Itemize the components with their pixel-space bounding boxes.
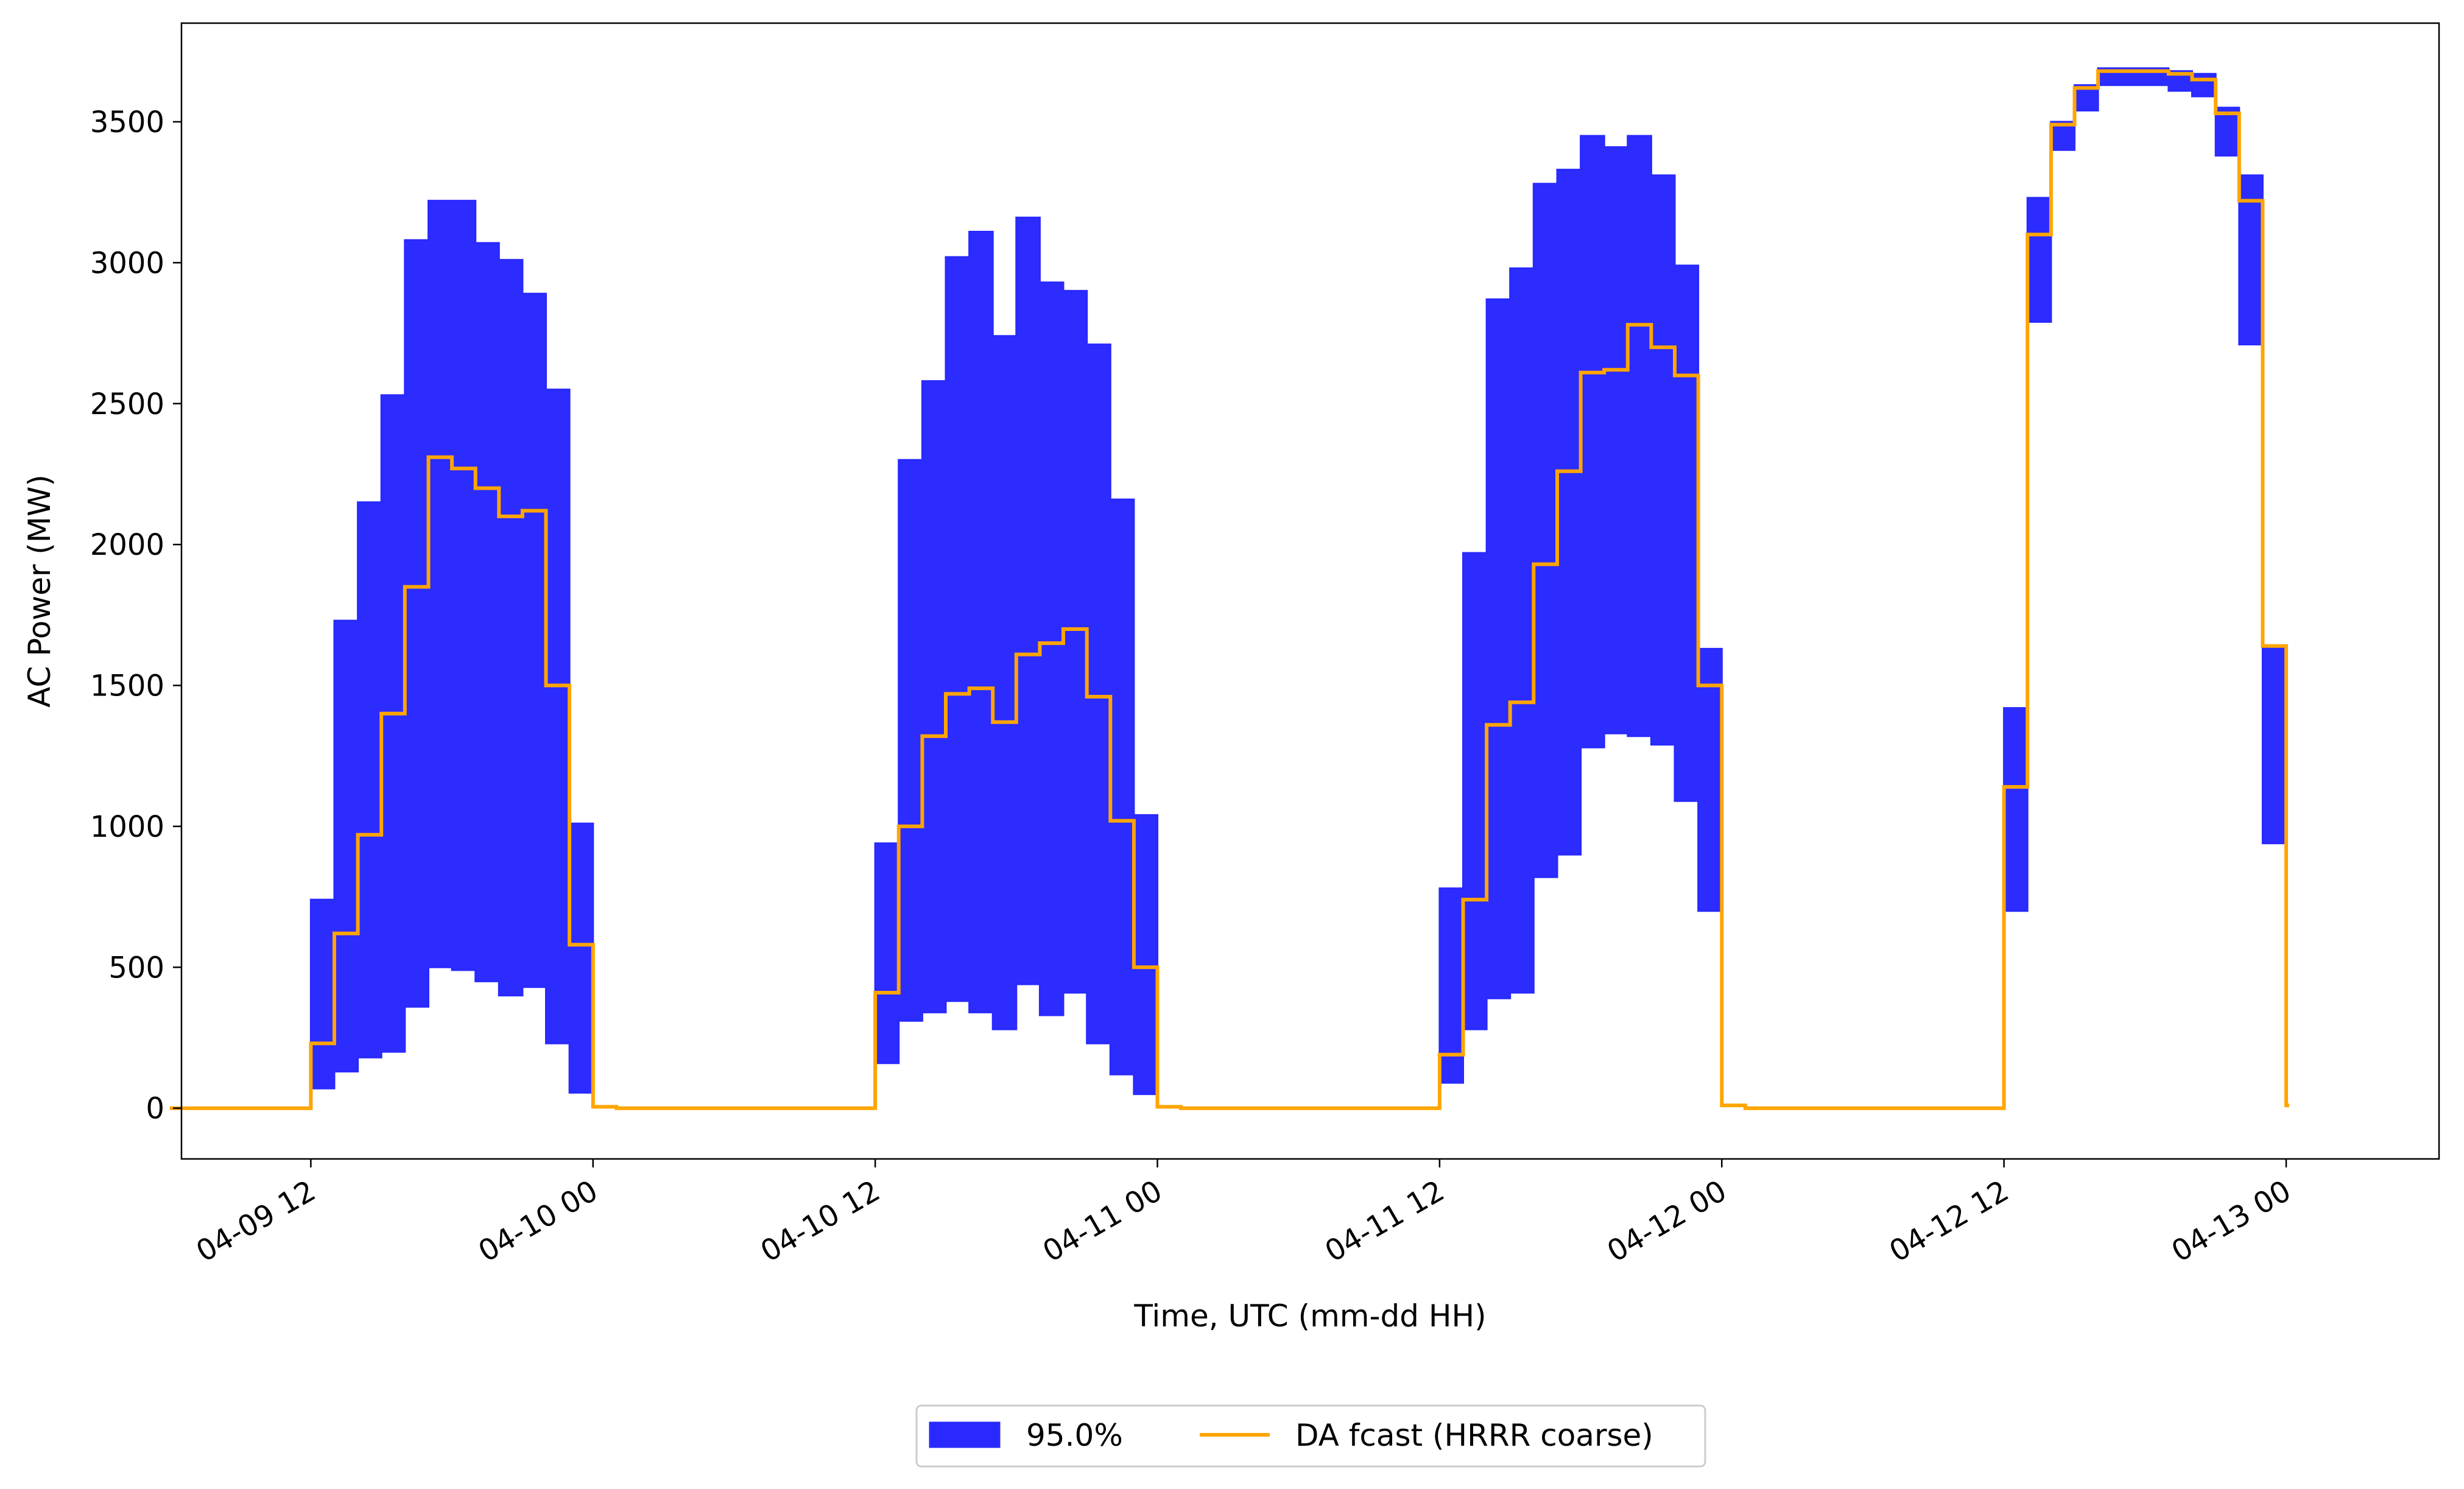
- y-axis-title: AC Power (MW): [22, 474, 57, 708]
- x-tick-label: 04-13 00: [2166, 1174, 2297, 1269]
- interval-band-day-1: [309, 200, 594, 1094]
- x-axis: 04-09 12 04-10 00 04-10 12 04-11 00 04-11 12…: [191, 1159, 2297, 1269]
- y-tick-label: 500: [108, 951, 164, 985]
- y-tick-label: 1500: [90, 669, 164, 703]
- y-tick-label: 2000: [90, 528, 164, 562]
- legend-label-interval: 95.0%: [1026, 1418, 1123, 1453]
- y-tick-label: 1000: [90, 810, 164, 844]
- interval-band-day-4: [2003, 67, 2287, 912]
- legend: 95.0% DA fcast (HRRR coarse): [915, 1404, 1706, 1468]
- plot-frame: [180, 22, 2440, 1160]
- interval-band-layer: [309, 67, 2287, 1096]
- x-axis-title: Time, UTC (mm-dd HH): [1133, 1298, 1486, 1334]
- x-tick-label: 04-09 12: [191, 1174, 322, 1269]
- legend-label-forecast: DA fcast (HRRR coarse): [1295, 1418, 1653, 1453]
- x-tick-label: 04-11 00: [1037, 1174, 1168, 1269]
- x-tick-label: 04-12 12: [1884, 1174, 2015, 1269]
- interval-band-day-3: [1438, 135, 1723, 1084]
- x-tick-label: 04-10 00: [473, 1174, 604, 1269]
- y-axis: 0 500 1000 1500 2000 2500 3000 3500: [90, 105, 181, 1126]
- y-tick-label: 2500: [90, 387, 164, 421]
- x-tick-label: 04-10 12: [755, 1174, 886, 1269]
- forecast-line: [169, 69, 2289, 1110]
- y-tick-label: 0: [146, 1092, 164, 1126]
- forecast-line-layer: [169, 69, 2289, 1110]
- y-tick-label: 3000: [90, 246, 164, 280]
- legend-frame: [915, 1404, 1706, 1468]
- y-tick-label: 3500: [90, 105, 164, 139]
- x-tick-label: 04-12 00: [1602, 1174, 1733, 1269]
- x-tick-label: 04-11 12: [1319, 1174, 1450, 1269]
- legend-swatch-interval: [929, 1421, 1001, 1448]
